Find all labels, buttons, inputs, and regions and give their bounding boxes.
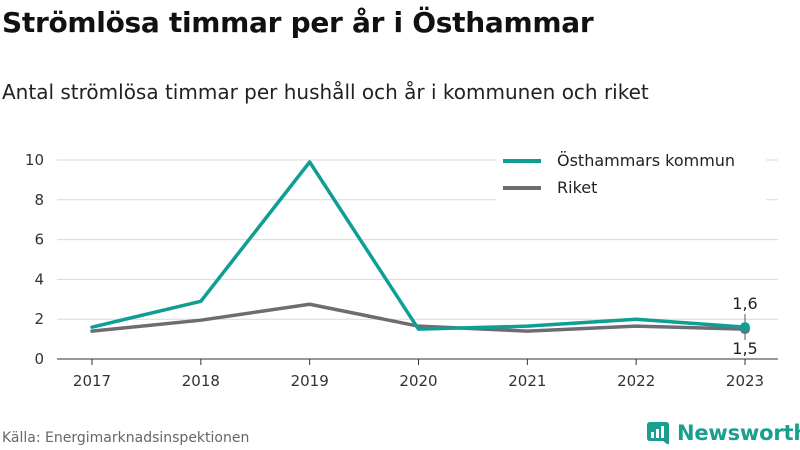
x-tick-label: 2020: [399, 372, 437, 390]
legend-label-osthammar: Östhammars kommun: [557, 151, 735, 170]
legend: Östhammars kommun Riket: [496, 143, 766, 201]
end-labels: 1,6 1,5: [732, 294, 757, 358]
x-tick-labels: 2017 2018 2019 2020 2021 2022 2023: [73, 359, 764, 390]
y-tick-label: 10: [25, 151, 44, 169]
source-note: Källa: Energimarknadsinspektionen: [2, 430, 250, 446]
x-tick-label: 2022: [617, 372, 655, 390]
end-label-osthammar: 1,6: [732, 294, 757, 313]
brand-name: Newsworthy: [677, 421, 800, 445]
chart-title: Strömlösa timmar per år i Östhammar: [2, 6, 594, 39]
y-tick-label: 0: [34, 350, 44, 368]
end-label-riket: 1,5: [732, 339, 757, 358]
series-line-osthammar: [90, 160, 747, 331]
y-tick-label: 8: [34, 191, 44, 209]
x-tick-label: 2023: [726, 372, 764, 390]
end-point-osthammar: [740, 322, 750, 333]
x-tick-label: 2021: [508, 372, 546, 390]
y-tick-label: 6: [34, 231, 44, 249]
y-tick-label: 4: [34, 270, 44, 288]
series-lines: [90, 160, 750, 335]
y-tick-labels: 0 2 4 6 8 10: [25, 151, 44, 368]
newsworthy-logo: Newsworthy: [645, 420, 800, 446]
legend-label-riket: Riket: [557, 178, 597, 197]
legend-background: [496, 143, 766, 201]
y-tick-label: 2: [34, 310, 44, 328]
x-tick-label: 2019: [291, 372, 329, 390]
chart-subtitle: Antal strömlösa timmar per hushåll och å…: [2, 80, 649, 104]
chart-icon: [647, 422, 669, 445]
line-chart: 0 2 4 6 8 10 2017 2018 2019 2020 2021 2022 2023 1,6…: [24, 143, 778, 390]
x-tick-label: 2017: [73, 372, 111, 390]
x-tick-label: 2018: [182, 372, 220, 390]
